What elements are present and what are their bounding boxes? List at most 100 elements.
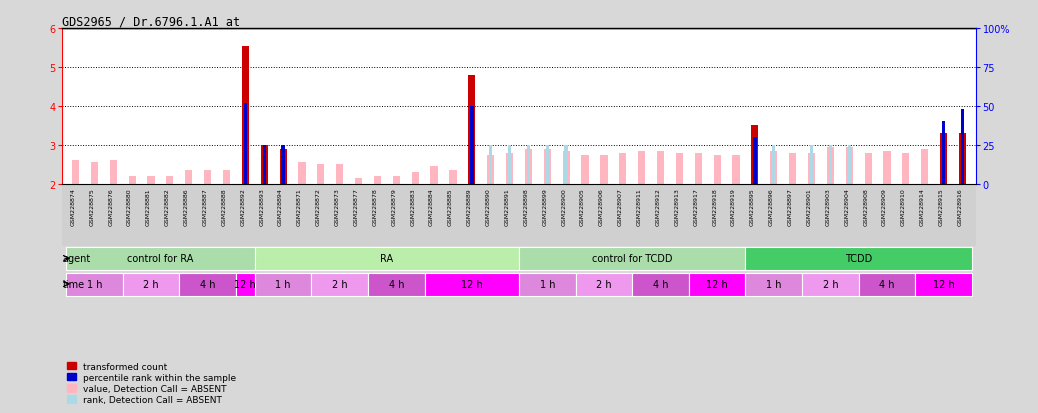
Legend: transformed count, percentile rank within the sample, value, Detection Call = AB: transformed count, percentile rank withi… xyxy=(66,362,237,404)
Bar xyxy=(883,151,891,184)
Bar xyxy=(242,46,249,184)
Bar xyxy=(519,273,576,296)
Text: control for RA: control for RA xyxy=(128,254,194,263)
Bar xyxy=(694,153,702,184)
Text: control for TCDD: control for TCDD xyxy=(592,254,673,263)
Text: 2 h: 2 h xyxy=(143,279,159,289)
Bar xyxy=(526,145,530,184)
Text: GSM228887: GSM228887 xyxy=(202,188,208,225)
Text: GSM228873: GSM228873 xyxy=(334,188,339,225)
Text: GSM228896: GSM228896 xyxy=(769,188,773,225)
Text: GSM228907: GSM228907 xyxy=(618,188,623,225)
Bar xyxy=(865,153,872,184)
Text: GSM228914: GSM228914 xyxy=(920,188,925,225)
Bar xyxy=(412,173,418,184)
Bar xyxy=(147,177,155,184)
Bar xyxy=(770,151,777,184)
Bar xyxy=(261,145,268,184)
Text: GSM228878: GSM228878 xyxy=(373,188,378,225)
Bar xyxy=(468,76,475,184)
Bar xyxy=(676,153,683,184)
Bar xyxy=(745,248,972,271)
Text: GSM228879: GSM228879 xyxy=(391,188,397,225)
Bar xyxy=(846,147,853,184)
Text: GSM228888: GSM228888 xyxy=(221,188,226,225)
Bar xyxy=(802,273,858,296)
Bar xyxy=(848,145,851,184)
Text: GSM228917: GSM228917 xyxy=(693,188,699,225)
Text: GSM228913: GSM228913 xyxy=(675,188,680,225)
Bar xyxy=(858,273,916,296)
Bar xyxy=(318,165,325,184)
Text: GSM228897: GSM228897 xyxy=(788,188,793,225)
Bar xyxy=(789,153,796,184)
Text: TCDD: TCDD xyxy=(845,254,872,263)
Bar xyxy=(72,161,79,184)
Bar xyxy=(546,145,549,184)
Bar xyxy=(425,273,519,296)
Bar xyxy=(632,273,689,296)
Bar xyxy=(66,273,122,296)
Bar xyxy=(392,177,400,184)
Text: GSM228909: GSM228909 xyxy=(882,188,887,225)
Text: 12 h: 12 h xyxy=(235,279,256,289)
Bar xyxy=(90,163,98,184)
Text: 12 h: 12 h xyxy=(706,279,728,289)
Text: GSM228890: GSM228890 xyxy=(486,188,491,225)
Text: 4 h: 4 h xyxy=(653,279,668,289)
Bar xyxy=(713,155,720,184)
Bar xyxy=(525,150,532,184)
Bar xyxy=(236,273,254,296)
Text: GSM228884: GSM228884 xyxy=(429,188,434,225)
Text: GSM228880: GSM228880 xyxy=(127,188,132,225)
Bar xyxy=(544,150,551,184)
Text: GSM228898: GSM228898 xyxy=(523,188,528,225)
Bar xyxy=(657,151,664,184)
Text: GSM228894: GSM228894 xyxy=(278,188,283,225)
Bar xyxy=(311,273,368,296)
Bar xyxy=(281,145,284,184)
Text: time: time xyxy=(62,279,85,289)
Text: 1 h: 1 h xyxy=(766,279,782,289)
Text: GSM228918: GSM228918 xyxy=(712,188,717,225)
Text: 1 h: 1 h xyxy=(86,279,102,289)
Bar xyxy=(129,177,136,184)
Text: GSM228901: GSM228901 xyxy=(807,188,812,225)
Text: GSM228916: GSM228916 xyxy=(957,188,962,225)
Text: GSM228871: GSM228871 xyxy=(297,188,302,225)
Bar xyxy=(940,134,948,184)
Text: GSM228919: GSM228919 xyxy=(731,188,736,225)
Bar xyxy=(620,153,626,184)
Bar xyxy=(254,248,519,271)
Bar xyxy=(689,273,745,296)
Bar xyxy=(808,153,815,184)
Bar xyxy=(279,150,286,184)
Bar xyxy=(204,171,211,184)
Bar xyxy=(754,138,757,184)
Bar xyxy=(185,171,192,184)
Bar xyxy=(66,248,254,271)
Bar xyxy=(600,155,607,184)
Text: 2 h: 2 h xyxy=(596,279,611,289)
Bar xyxy=(263,145,266,184)
Text: GSM228872: GSM228872 xyxy=(316,188,321,225)
Text: agent: agent xyxy=(62,254,91,263)
Bar xyxy=(244,104,247,184)
Bar xyxy=(223,171,230,184)
Text: 12 h: 12 h xyxy=(461,279,483,289)
Bar xyxy=(431,167,438,184)
Text: 4 h: 4 h xyxy=(879,279,895,289)
Bar xyxy=(638,151,646,184)
Text: GSM228874: GSM228874 xyxy=(71,188,76,225)
Text: GSM228883: GSM228883 xyxy=(410,188,415,225)
Text: GSM228904: GSM228904 xyxy=(844,188,849,225)
Text: 12 h: 12 h xyxy=(933,279,955,289)
Text: GSM228895: GSM228895 xyxy=(749,188,755,225)
Bar xyxy=(519,248,745,271)
Bar xyxy=(810,145,813,184)
Bar xyxy=(921,150,928,184)
Text: GSM228910: GSM228910 xyxy=(901,188,906,225)
Text: GDS2965 / Dr.6796.1.A1_at: GDS2965 / Dr.6796.1.A1_at xyxy=(62,15,241,28)
Text: GSM228889: GSM228889 xyxy=(467,188,472,225)
Bar xyxy=(374,177,381,184)
